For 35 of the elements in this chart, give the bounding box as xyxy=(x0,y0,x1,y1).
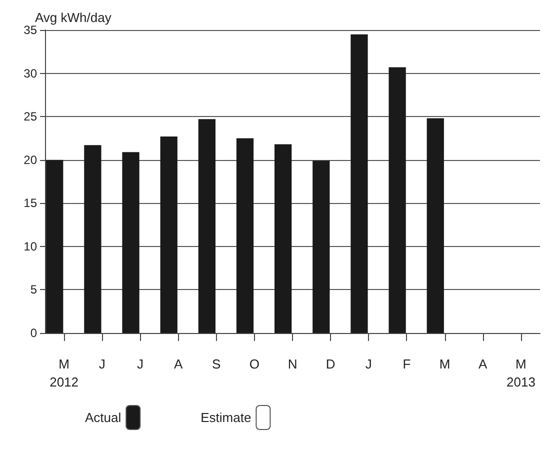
y-tick-label: 30 xyxy=(24,66,38,80)
bar xyxy=(84,145,102,333)
bar xyxy=(236,138,254,333)
y-tick-label: 20 xyxy=(24,152,38,167)
bar xyxy=(312,160,330,333)
x-tick-label: D xyxy=(326,356,336,372)
x-tick-label: J xyxy=(365,356,372,372)
x-tick-label: J xyxy=(136,356,144,372)
bar xyxy=(388,67,406,333)
y-tick-label: 25 xyxy=(24,110,38,124)
y-tick-label: 10 xyxy=(24,239,38,254)
legend-label: Estimate xyxy=(200,410,252,425)
bar xyxy=(122,152,140,333)
legend-label: Actual xyxy=(84,410,122,425)
x-tick-label: O xyxy=(249,356,260,372)
bar xyxy=(274,144,292,333)
y-tick-label: 15 xyxy=(24,196,38,210)
x-tick-label: F xyxy=(402,356,411,372)
x-tick-label: M 2013 xyxy=(506,356,536,390)
y-tick-label: 35 xyxy=(24,23,38,37)
bar xyxy=(160,136,178,333)
x-tick-label: M 2012 xyxy=(50,356,78,390)
bar xyxy=(350,34,368,333)
y-tick-label: 5 xyxy=(30,282,38,297)
x-tick-label: S xyxy=(212,356,222,372)
bar xyxy=(46,160,64,333)
x-tick-label: J xyxy=(98,356,106,372)
bar xyxy=(198,119,216,333)
x-tick-label: A xyxy=(478,356,488,372)
bar xyxy=(426,118,444,333)
x-tick-label: M xyxy=(439,356,450,372)
x-tick-label: N xyxy=(288,356,298,372)
y-tick-label: 0 xyxy=(30,326,38,340)
y-axis-title: Avg kWh/day xyxy=(35,10,112,26)
x-tick-label: A xyxy=(174,356,183,372)
